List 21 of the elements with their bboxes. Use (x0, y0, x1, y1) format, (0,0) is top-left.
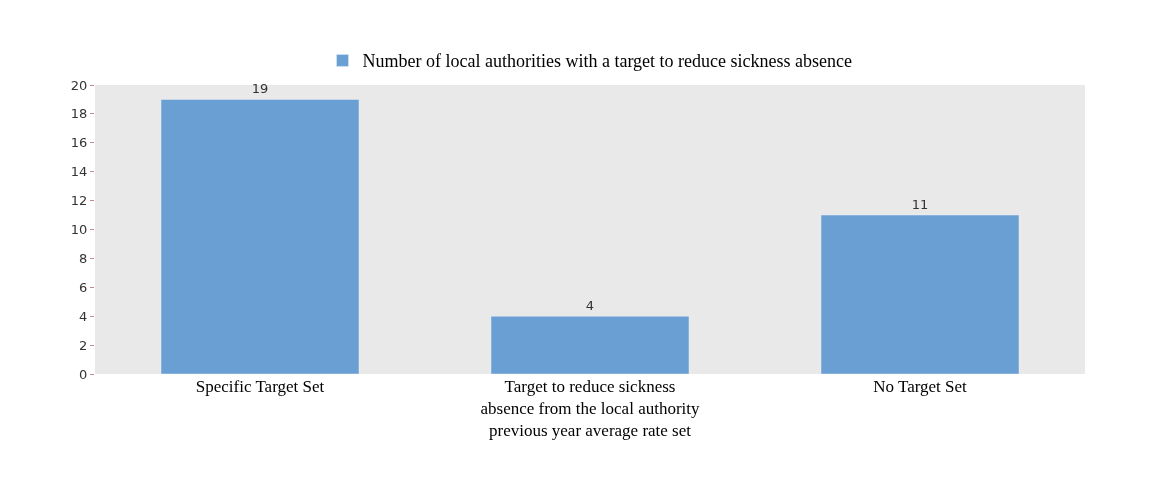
data-label: 19 (251, 81, 269, 97)
y-tick-label: 10 (70, 222, 88, 238)
legend-label: Number of local authorities with a target to reduce sickness absence (362, 51, 853, 72)
y-tick-label: 0 (79, 366, 88, 382)
y-tick-label: 18 (70, 106, 88, 122)
y-tick-label: 14 (70, 164, 88, 180)
data-label: 4 (585, 298, 595, 314)
x-tick-label: No Target Set (873, 377, 968, 396)
y-tick-label: 8 (79, 250, 88, 266)
y-tick-label: 6 (79, 279, 88, 295)
x-tick-label: Specific Target Set (195, 377, 325, 396)
y-tick-label: 4 (79, 308, 88, 324)
bar (160, 99, 360, 374)
y-tick-label: 12 (70, 193, 88, 209)
bar (490, 315, 690, 374)
x-tick-label: Target to reduce sickness absence from the local authority previous year average rate set (480, 377, 701, 441)
y-tick-label: 20 (70, 77, 88, 93)
bar (820, 214, 1020, 374)
y-tick-label: 2 (79, 337, 88, 353)
y-tick-label: 16 (70, 135, 88, 151)
data-label: 11 (911, 197, 929, 213)
